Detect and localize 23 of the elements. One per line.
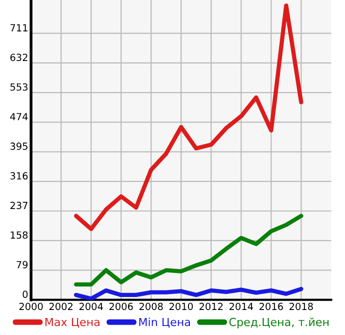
x-tick-label: 2018 (290, 302, 313, 310)
y-tick-label: 474 (10, 113, 28, 120)
x-tick-label: 2016 (260, 302, 283, 310)
x-tick-label: 2004 (79, 302, 103, 310)
x-tick-label: 2002 (49, 302, 72, 310)
y-tick-label: 158 (10, 231, 28, 239)
y-tick-label: 316 (10, 172, 28, 180)
x-tick-label: 2014 (229, 302, 253, 310)
y-tick-label: 237 (10, 202, 28, 210)
y-tick-label: 395 (10, 142, 28, 150)
y-tick-label: 632 (10, 54, 28, 62)
y-tick-label: 79 (16, 260, 28, 268)
x-tick-label: 2012 (199, 302, 223, 310)
legend-label: Max Цена (45, 318, 100, 328)
x-tick-label: 2008 (139, 302, 163, 310)
x-tick-label: 2010 (169, 302, 193, 310)
legend-label: Сред.Цена, т.йен (229, 318, 329, 328)
x-tick-label: 2006 (109, 302, 133, 310)
y-tick-label: 553 (10, 83, 28, 91)
x-tick-label: 2000 (19, 302, 43, 310)
y-tick-label: 0 (22, 290, 28, 298)
y-tick-label: 711 (10, 24, 28, 32)
legend-label: Min Цена (139, 318, 190, 328)
